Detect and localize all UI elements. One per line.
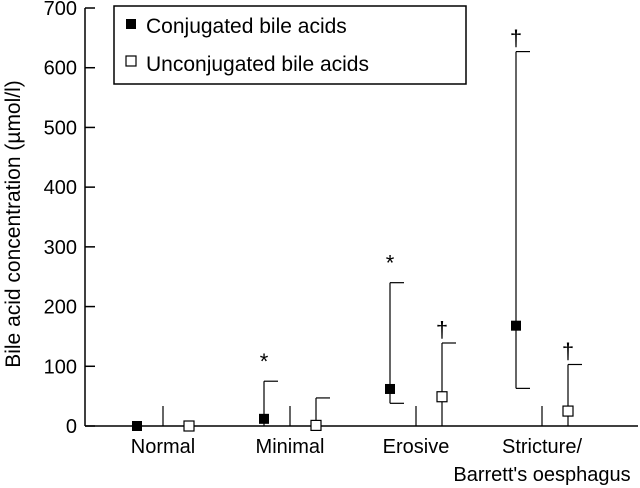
significance-marker: * (386, 251, 395, 276)
category-label: Stricture/ (502, 436, 582, 458)
axes (84, 8, 638, 427)
category-label: Minimal (256, 436, 325, 458)
category-labels: Normal Minimal Erosive Stricture/Barrett's … (131, 406, 631, 486)
legend-unconjugated-marker (125, 55, 137, 67)
y-tick-label: 500 (44, 117, 77, 139)
y-tick-label: 300 (44, 237, 77, 259)
category-label-line2: Barrett's oesphagus (453, 464, 630, 486)
data-point-unconjugated (310, 419, 322, 432)
legend-conjugated-label: Conjugated bile acids (146, 15, 347, 38)
significance-marker: † (510, 26, 522, 51)
y-tick-label: 700 (44, 0, 77, 20)
significance-marker: † (562, 338, 574, 363)
legend-conjugated-marker (126, 19, 136, 29)
data-point-unconjugated (183, 420, 195, 432)
significance-marker: * (260, 349, 269, 374)
y-ticks: 0 100 200 300 400 500 600 700 (44, 0, 95, 438)
category-label: Erosive (383, 436, 450, 458)
data-point-conjugated (132, 421, 142, 431)
data-point-unconjugated (562, 405, 574, 417)
data-point-conjugated (259, 413, 269, 424)
legend-unconjugated-label: Unconjugated bile acids (146, 53, 369, 76)
y-axis-label: Bile acid concentration (µmol/l) (2, 80, 25, 368)
y-tick-label: 200 (44, 297, 77, 319)
y-tick-label: 600 (44, 58, 77, 80)
y-tick-label: 100 (44, 356, 77, 378)
category-label: Normal (131, 436, 195, 458)
data-marks: * * † † † (132, 26, 582, 432)
significance-marker: † (436, 317, 448, 342)
legend-box (113, 5, 467, 85)
data-point-unconjugated (436, 391, 448, 403)
data-point-conjugated (511, 320, 521, 331)
y-tick-label: 0 (66, 416, 77, 438)
legend: Conjugated bile acids Unconjugated bile … (113, 5, 467, 85)
data-point-conjugated (385, 383, 395, 394)
y-tick-label: 400 (44, 177, 77, 199)
